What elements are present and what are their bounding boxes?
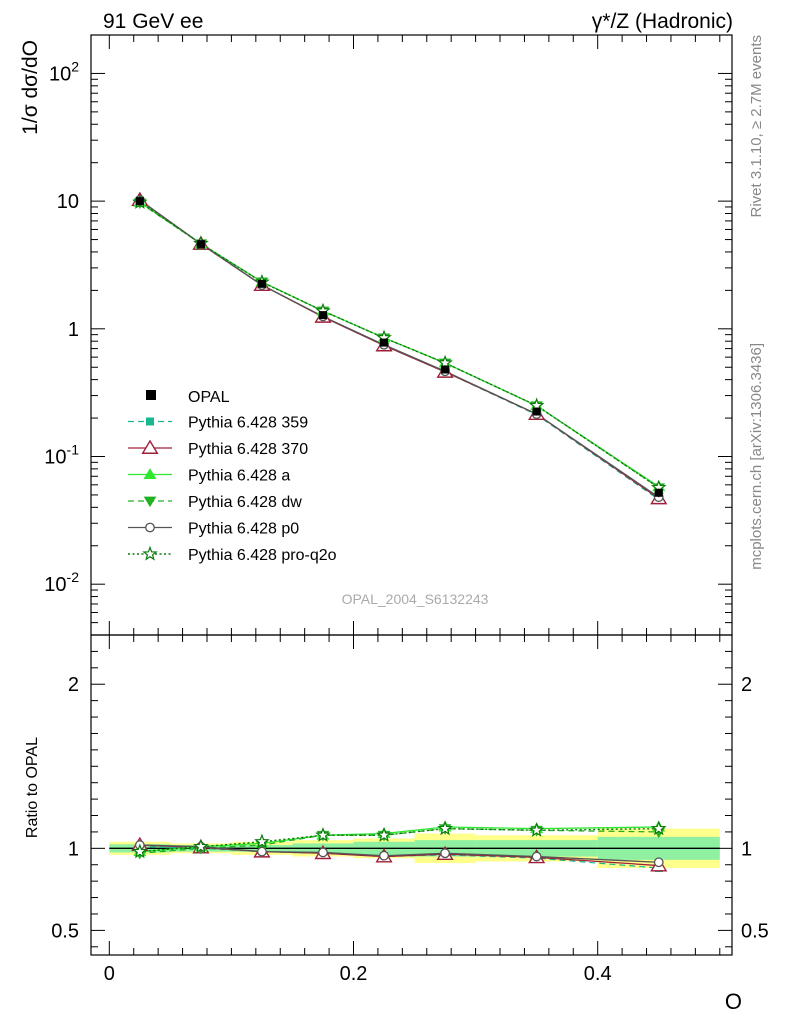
legend-marker-pythia-6-428-pro-q2o	[142, 545, 158, 561]
tick-exponent: -2	[67, 569, 80, 585]
legend-marker-opal	[146, 390, 156, 400]
ratio-line-pythia-6-428-pro-q2o	[139, 827, 659, 853]
x-tick-label-0: 0	[104, 963, 115, 985]
tick-base: 10	[44, 447, 66, 469]
legend-marker-pythia-6-428-359	[146, 417, 154, 426]
ratio-line-pythia-6-428-a	[139, 826, 659, 853]
ratio-y-tick-label-left-2: 2	[68, 674, 79, 696]
main-y-tick-label-3: 10	[57, 191, 79, 213]
ratio-line-pythia-6-428-p0	[139, 844, 659, 863]
legend-marker-pythia-6-428-a	[143, 468, 157, 479]
opal-point-1	[196, 240, 205, 249]
ratio-marker-pythia-6-428-p0-6	[531, 851, 542, 862]
x-axis-label: O	[725, 989, 742, 1014]
mcplots-citation-label: mcplots.cern.ch [arXiv:1306.3436]	[748, 343, 765, 570]
tick-base: 10	[49, 63, 71, 85]
rivet-version-label: Rivet 3.1.10, ≥ 2.7M events	[748, 35, 765, 218]
ratio-y-tick-label-left-1: 1	[68, 838, 79, 860]
main-y-tick-label-2: 1	[68, 319, 79, 341]
ratio-y-tick-label-right-2: 2	[741, 674, 752, 696]
ratio-marker-pythia-6-428-pro-q2o-3	[315, 826, 331, 842]
main-y-axis-label: 1/σ dσ/dO	[19, 40, 42, 135]
x-tick-label-2: 0.4	[584, 963, 612, 985]
legend-marker-pythia-6-428-p0	[145, 522, 155, 533]
tick-base: 10	[44, 574, 66, 596]
ratio-marker-pythia-6-428-pro-q2o-1	[193, 838, 209, 854]
ratio-marker-pythia-6-428-p0-2	[257, 846, 267, 857]
legend-label-pythia-6-428-p0: Pythia 6.428 p0	[188, 521, 299, 538]
ratio-marker-pythia-6-428-p0-5	[440, 848, 450, 859]
header-right-label: γ*/Z (Hadronic)	[592, 10, 733, 33]
header-left-label: 91 GeV ee	[103, 10, 203, 33]
axis-ticks	[91, 34, 732, 955]
ratio-series-lines	[139, 826, 659, 869]
ratio-marker-pythia-6-428-p0-4	[379, 850, 389, 861]
opal-point-0	[135, 197, 144, 206]
ratio-y-axis-label: Ratio to OPAL	[24, 737, 41, 838]
opal-point-4	[380, 338, 389, 347]
x-tick-label-1: 0.2	[340, 963, 368, 985]
ratio-y-tick-label-right-1: 1	[741, 838, 752, 860]
tick-exponent: -1	[67, 442, 80, 458]
opal-point-2	[257, 279, 266, 288]
opal-point-3	[318, 311, 327, 320]
opal-point-7	[654, 488, 663, 497]
ratio-y-tick-label-left-0: 0.5	[51, 920, 79, 942]
legend-marker-pythia-6-428-370	[141, 439, 159, 454]
opal-data-points	[135, 197, 663, 498]
legend-label-pythia-6-428-a: Pythia 6.428 a	[188, 468, 290, 485]
main-y-tick-label-4: 102	[49, 58, 79, 85]
ratio-marker-pythia-6-428-p0-7	[653, 857, 664, 868]
ratio-marker-pythia-6-428-pro-q2o-5	[437, 820, 453, 836]
legend-label-opal: OPAL	[188, 389, 230, 406]
legend-label-pythia-6-428-dw: Pythia 6.428 dw	[188, 494, 302, 511]
main-series-lines	[139, 199, 660, 501]
legend-marker-pythia-6-428-dw	[143, 496, 157, 508]
ratio-marker-pythia-6-428-pro-q2o-6	[528, 822, 545, 837]
ratio-y-tick-label-right-0: 0.5	[741, 920, 769, 942]
main-line-pythia-6-428-pro-q2o	[139, 201, 660, 489]
main-y-tick-label-0: 10-2	[44, 569, 79, 596]
ratio-marker-pythia-6-428-pro-q2o-4	[376, 826, 392, 842]
legend-label-pythia-6-428-359: Pythia 6.428 359	[188, 415, 308, 432]
analysis-watermark: OPAL_2004_S6132243	[342, 591, 489, 607]
ratio-marker-pythia-6-428-pro-q2o-2	[254, 833, 270, 849]
ratio-marker-pythia-6-428-p0-3	[318, 847, 328, 858]
legend-label-pythia-6-428-370: Pythia 6.428 370	[188, 441, 308, 458]
ratio-marker-pythia-6-428-pro-q2o-0	[132, 843, 148, 859]
ratio-marker-pythia-6-428-pro-q2o-7	[650, 820, 667, 836]
main-y-tick-label-1: 10-1	[44, 442, 79, 469]
tick-exponent: 2	[71, 58, 79, 74]
legend-label-pythia-6-428-pro-q2o: Pythia 6.428 pro-q2o	[188, 547, 337, 564]
legend: OPAL Pythia 6.428 359 Pythia 6.428 370 Pyth…	[128, 389, 337, 564]
opal-point-5	[441, 365, 450, 374]
opal-point-6	[532, 407, 541, 416]
ratio-series-markers	[131, 820, 668, 873]
